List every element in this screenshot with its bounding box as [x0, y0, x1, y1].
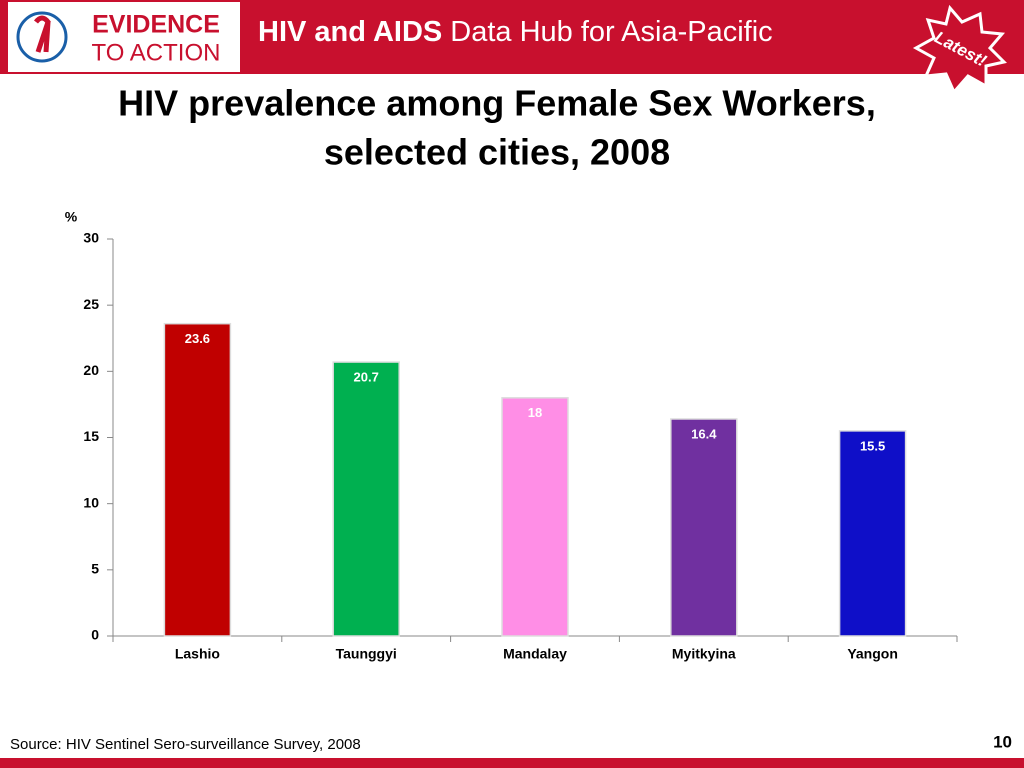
y-tick-label: 20	[83, 362, 99, 378]
y-tick-label: 10	[83, 494, 99, 510]
header-title-bold: HIV and AIDS	[258, 16, 442, 48]
data-label: 18	[528, 405, 542, 420]
footer-band	[0, 758, 1024, 768]
y-axis-label: %	[65, 209, 78, 225]
x-tick-label: Myitkyina	[672, 646, 736, 662]
data-label: 16.4	[691, 426, 717, 441]
header-title: HIV and AIDS Data Hub for Asia-Pacific	[258, 16, 773, 48]
logo-text: EVIDENCE	[92, 11, 220, 39]
data-label: 23.6	[185, 331, 210, 346]
y-tick-label: 30	[83, 230, 99, 246]
y-tick-label: 25	[83, 296, 99, 312]
logo-ribbon	[34, 15, 51, 53]
logo-text: TO ACTION	[92, 39, 221, 66]
bar	[332, 361, 400, 637]
y-tick-label: 5	[91, 561, 99, 577]
data-label: 20.7	[354, 370, 379, 385]
x-tick-label: Taunggyi	[336, 646, 397, 662]
chart-title: HIV prevalence among Female Sex Workers,	[118, 83, 876, 124]
chart-title: selected cities, 2008	[324, 132, 670, 173]
badge-star	[912, 4, 1007, 95]
y-tick-label: 0	[91, 627, 99, 643]
y-tick-label: 15	[83, 428, 99, 444]
source: Source: HIV Sentinel Sero-surveillance S…	[10, 736, 361, 753]
bar	[163, 322, 232, 637]
x-tick-label: Yangon	[847, 646, 898, 662]
x-tick-label: Mandalay	[503, 646, 567, 662]
bar	[838, 430, 907, 637]
bar	[501, 397, 569, 637]
plot: 0 5 10 15 20 25 30 Lashio 23.6 Taunggyi 20.7 Mandal…	[83, 230, 958, 662]
page-number: 10	[993, 732, 1012, 751]
bar	[670, 418, 738, 637]
x-tick-label: Lashio	[175, 646, 220, 662]
header-title-rest: Data Hub for Asia-Pacific	[450, 16, 772, 48]
data-label: 15.5	[860, 438, 885, 453]
